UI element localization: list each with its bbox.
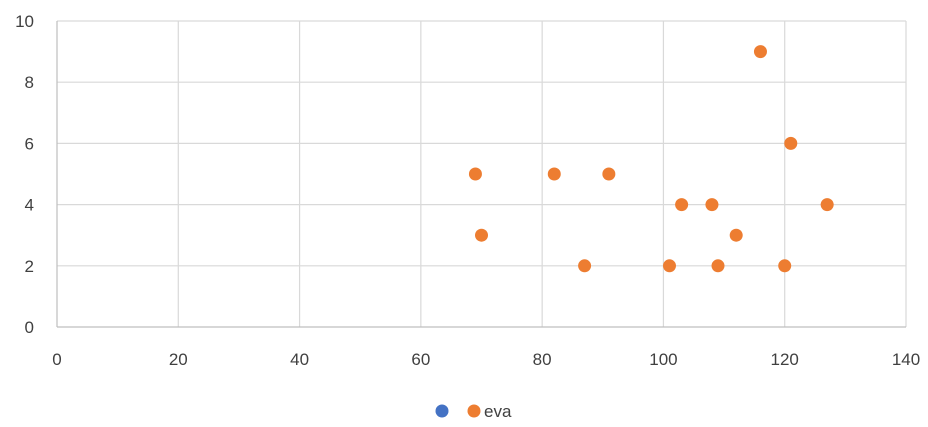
x-axis-tick-labels: 0 20 40 60 80 100 120 140: [52, 350, 920, 369]
y-tick-label: 0: [25, 318, 34, 337]
data-point: [662, 259, 676, 273]
data-point: [468, 167, 482, 181]
data-point: [711, 259, 725, 273]
y-tick-label: 8: [25, 73, 34, 92]
legend-marker: [467, 404, 481, 418]
y-tick-label: 10: [15, 12, 34, 31]
y-tick-label: 4: [25, 196, 34, 215]
axes: [56, 21, 906, 328]
x-tick-label: 20: [169, 350, 188, 369]
data-point: [547, 167, 561, 181]
data-point: [784, 136, 798, 150]
y-tick-label: 2: [25, 257, 34, 276]
data-point: [778, 259, 792, 273]
y-axis-tick-labels: 0 2 4 6 8 10: [15, 12, 34, 337]
x-tick-label: 140: [892, 350, 920, 369]
x-tick-label: 40: [290, 350, 309, 369]
data-points: [468, 45, 834, 273]
data-point: [675, 198, 689, 212]
y-tick-label: 6: [25, 134, 34, 153]
x-tick-label: 120: [771, 350, 799, 369]
data-point: [602, 167, 616, 181]
legend-label: eva: [484, 402, 512, 421]
data-point: [475, 228, 488, 242]
data-point: [820, 198, 834, 212]
x-tick-label: 100: [649, 350, 677, 369]
data-point: [753, 45, 767, 59]
data-point: [578, 259, 592, 273]
x-tick-label: 60: [411, 350, 430, 369]
data-point: [729, 228, 743, 242]
data-point: [705, 198, 719, 212]
x-tick-label: 80: [533, 350, 552, 369]
legend: eva: [435, 402, 512, 421]
x-tick-label: 0: [52, 350, 61, 369]
legend-marker: [435, 404, 449, 418]
grid-lines: [57, 20, 907, 327]
